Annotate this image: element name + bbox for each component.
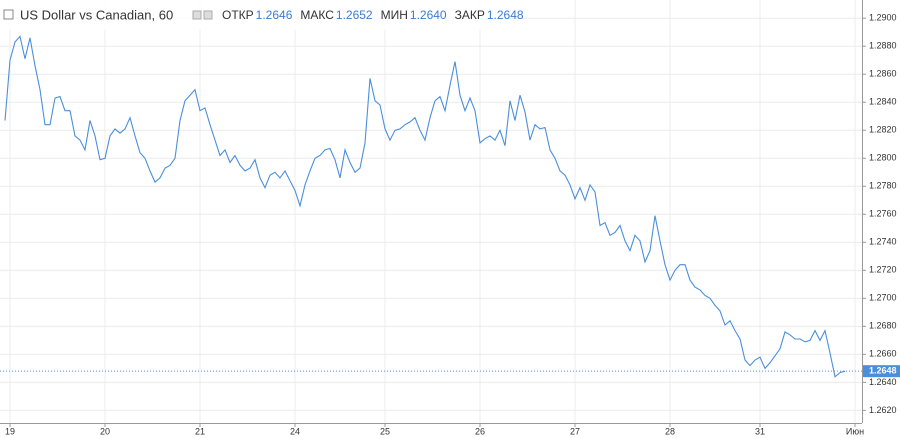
ohlc-label: ОТКР — [222, 8, 254, 22]
last-price-box — [863, 365, 900, 378]
icon — [3, 9, 14, 20]
x-tick-label: 26 — [475, 426, 485, 436]
y-tick-label: 1.2820 — [869, 125, 897, 135]
x-tick-label: 19 — [5, 426, 15, 436]
title: US Dollar vs Canadian, 60 — [20, 7, 173, 22]
ohlc-label: МИН — [381, 8, 408, 22]
icon — [203, 10, 213, 20]
header-bg — [0, 0, 500, 30]
y-tick-label: 1.2860 — [869, 69, 897, 79]
icon — [192, 10, 202, 20]
y-tick-label: 1.2900 — [869, 13, 897, 23]
y-tick-label: 1.2660 — [869, 349, 897, 359]
y-tick-label: 1.2800 — [869, 153, 897, 163]
ohlc-value: 1.2646 — [256, 8, 293, 22]
grid — [0, 0, 862, 423]
y-tick-label: 1.2880 — [869, 41, 897, 51]
y-tick-label: 1.2720 — [869, 265, 897, 275]
y-tick-label: 1.2700 — [869, 293, 897, 303]
ohlc-value: 1.2652 — [336, 8, 373, 22]
x-tick-label: 28 — [665, 426, 675, 436]
ohlc-value: 1.2640 — [410, 8, 447, 22]
price-line — [4, 35, 846, 378]
ohlc-value: 1.2648 — [487, 8, 524, 22]
y-tick-label: 1.2640 — [869, 377, 897, 387]
y-tick-label: 1.2760 — [869, 209, 897, 219]
y-tick-label: 1.2680 — [869, 321, 897, 331]
x-tick-label: 25 — [380, 426, 390, 436]
x-tick-label: Июн — [846, 426, 864, 436]
header: US Dollar vs Canadian, 60 ОТКР 1.2646 МАКС… — [0, 0, 524, 30]
y-tick-label: 1.2840 — [869, 97, 897, 107]
last-price-label: 1.2648 — [869, 366, 897, 376]
y-tick-label: 1.2740 — [869, 237, 897, 247]
y-tick-label: 1.2620 — [869, 405, 897, 415]
y-tick-label: 1.2780 — [869, 181, 897, 191]
x-tick-label: 31 — [755, 426, 765, 436]
ohlc: ОТКР 1.2646 МАКС 1.2652 МИН 1.2640 ЗАКР 1.2648 — [222, 8, 524, 22]
ohlc-label: МАКС — [300, 8, 334, 22]
ohlc-label: ЗАКР — [455, 8, 485, 22]
x-tick-label: 20 — [100, 426, 110, 436]
x-tick-label: 21 — [195, 426, 205, 436]
x-tick-label: 24 — [290, 426, 300, 436]
x-tick-label: 27 — [570, 426, 580, 436]
